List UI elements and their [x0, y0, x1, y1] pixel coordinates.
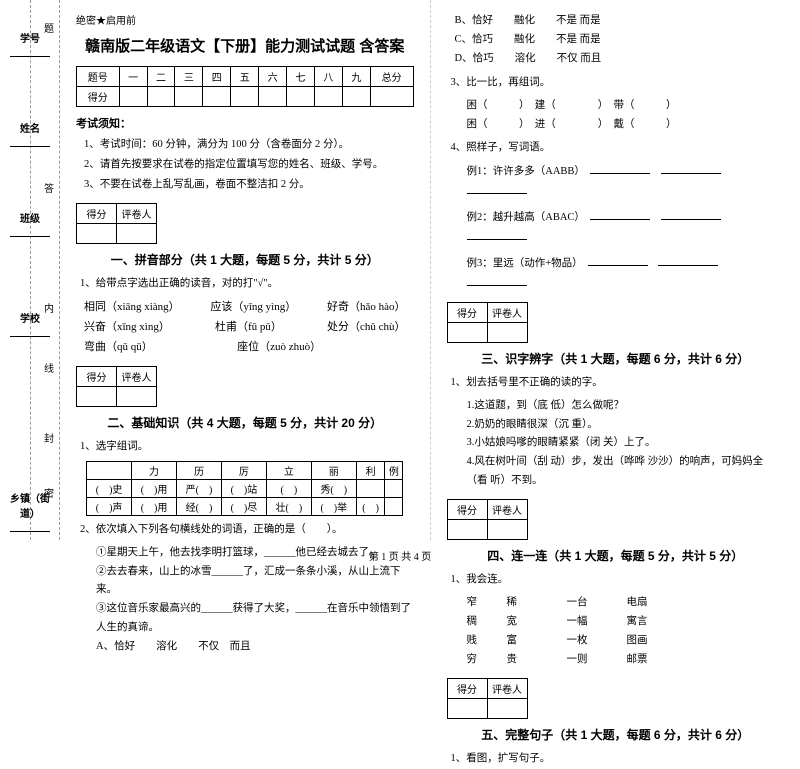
margin-field-xingming: 姓名 [5, 120, 55, 147]
q3-1: 1、划去括号里不正确的读的字。 [451, 373, 785, 393]
section-1-title: 一、拼音部分（共 1 大题，每题 5 分，共计 5 分） [76, 251, 414, 268]
side-mark: 密 [44, 485, 54, 500]
section-2-title: 二、基础知识（共 4 大题，每题 5 分，共计 20 分） [76, 414, 414, 431]
score-box: 得分评卷人 [76, 203, 157, 244]
notice-item: 2、请首先按要求在试卷的指定位置填写您的姓名、班级、学号。 [84, 155, 414, 175]
q1-1: 1、给带点字选出正确的读音，对的打"√"。 [80, 274, 414, 294]
q2-4-lines: 例1：许许多多（AABB） 例2：越升越高（ABAC） 例3：里远（动作+物品） [467, 162, 785, 293]
q2-2: 2、依次填入下列各句横线处的词语，正确的是（ ）。 [80, 520, 414, 540]
q2-4: 4、照样子，写词语。 [451, 138, 785, 158]
q4-rows: 窄稀一台电扇 稠宽一幅寓言 贱富一枚图画 穷贵一则邮票 [467, 594, 785, 670]
score-box: 得分评卷人 [76, 366, 157, 407]
score-box: 得分评卷人 [447, 678, 528, 719]
margin-field-banji: 班级 [5, 210, 55, 237]
side-mark: 答 [44, 180, 54, 195]
page-footer: 第 1 页 共 4 页 [0, 548, 800, 563]
q4-1: 1、我会连。 [451, 570, 785, 590]
q5-1: 1、看图，扩写句子。 [451, 749, 785, 769]
pinyin-row: 弯曲（qǔ qū）座位（zuò zhuò） [84, 338, 406, 354]
section-5-title: 五、完整句子（共 1 大题，每题 6 分，共计 6 分） [447, 726, 785, 743]
section-3-title: 三、识字辨字（共 1 大题，每题 6 分，共计 6 分） [447, 350, 785, 367]
right-column: B、恰好 融化 不是 而是 C、恰巧 融化 不是 而是 D、恰巧 溶化 不仅 而… [431, 0, 800, 540]
notice-heading: 考试须知： [76, 115, 414, 131]
left-column: 绝密★启用前 赣南版二年级语文【下册】能力测试试题 含答案 题号一二三四五六七八… [60, 0, 431, 540]
q2-3-lines: 困（ ） 建（ ） 带（ ） 困（ ） 进（ ） 戴（ ） [467, 97, 785, 135]
pinyin-row: 相同（xiāng xiàng）应该（yīng yìng）好奇（hǎo hào） [84, 298, 406, 314]
q2-3: 3、比一比，再组词。 [451, 73, 785, 93]
q2-2-opts: B、恰好 融化 不是 而是 C、恰巧 融化 不是 而是 D、恰巧 溶化 不仅 而… [455, 12, 785, 69]
notice-item: 3、不要在试卷上乱写乱画，卷面不整洁扣 2 分。 [84, 175, 414, 195]
exam-title: 赣南版二年级语文【下册】能力测试试题 含答案 [76, 35, 414, 56]
score-box: 得分评卷人 [447, 499, 528, 540]
fill-table: 力历厉立丽利例 ( )史( )用严( )( )站( )秀( ) ( )声( )用… [86, 461, 403, 516]
q2-1: 1、选字组词。 [80, 437, 414, 457]
secret-label: 绝密★启用前 [76, 12, 414, 27]
notice-item: 1、考试时间：60 分钟，满分为 100 分（含卷面分 2 分）。 [84, 135, 414, 155]
score-box: 得分评卷人 [447, 302, 528, 343]
binding-margin: 学号 姓名 班级 学校 乡镇（街道） 题 答 内 线 封 密 [0, 0, 60, 540]
q3-lines: 1.这道题，到（底 低）怎么做呢？ 2.奶奶的眼睛很深（沉 重）。 3.小姑娘吗… [467, 397, 785, 491]
side-mark: 内 [44, 300, 54, 315]
pinyin-row: 兴奋（xīng xìng）杜甫（fǔ pǔ）处分（chǔ chù） [84, 318, 406, 334]
score-table: 题号一二三四五六七八九总分 得分 [76, 66, 414, 107]
dash-line [30, 0, 31, 540]
notice-list: 1、考试时间：60 分钟，满分为 100 分（含卷面分 2 分）。 2、请首先按… [84, 135, 414, 195]
side-mark: 封 [44, 430, 54, 445]
side-mark: 题 [44, 20, 54, 35]
side-mark: 线 [44, 360, 54, 375]
